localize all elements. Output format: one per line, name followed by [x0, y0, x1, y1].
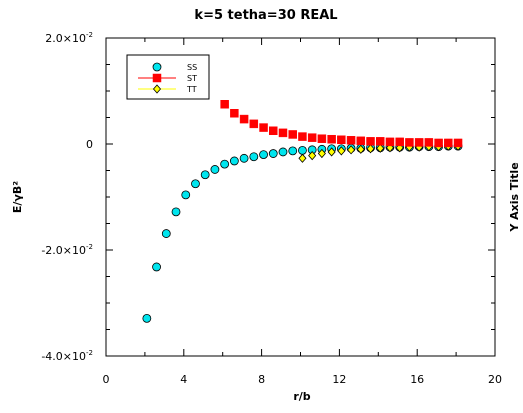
point-st: [346, 136, 356, 145]
point-st: [366, 137, 375, 146]
legend: SS ST TT: [126, 54, 210, 100]
point-tt: [376, 143, 385, 153]
point-st: [259, 123, 268, 132]
point-tt: [347, 145, 356, 155]
y-tick-label: -2.0×10-2: [41, 243, 93, 257]
point-st: [298, 132, 307, 141]
legend-marker: [152, 62, 162, 72]
point-ss: [152, 262, 161, 272]
point-tt: [356, 144, 365, 154]
point-tt: [327, 147, 336, 157]
legend-label: SS: [187, 63, 197, 72]
legend-entry-tt: TT: [138, 84, 197, 94]
point-ss: [259, 150, 268, 160]
point-ss: [142, 313, 152, 323]
y-tick-label: 0: [86, 138, 93, 151]
point-st: [269, 126, 278, 135]
point-st: [307, 133, 317, 142]
legend-marker: [152, 73, 162, 83]
point-st: [337, 135, 346, 145]
point-ss: [268, 149, 278, 158]
y-axis-label-right: Y Axis Title: [508, 162, 521, 232]
x-axis-label: r/b: [293, 390, 310, 403]
point-st: [385, 137, 395, 147]
axis-ticks: [105, 37, 496, 357]
point-tt: [366, 144, 375, 154]
point-ss: [210, 165, 220, 174]
point-ss: [288, 146, 298, 156]
point-tt: [298, 153, 307, 163]
chart-title: k=5 tetha=30 REAL: [194, 8, 337, 23]
x-tick-label: 16: [410, 373, 424, 386]
point-st: [375, 137, 385, 146]
point-st: [424, 138, 434, 147]
point-st: [327, 134, 336, 144]
point-ss: [220, 159, 230, 169]
point-st: [220, 100, 229, 109]
point-st: [288, 130, 297, 139]
y-tick-label: -4.0×10-2: [41, 349, 93, 363]
point-tt: [308, 151, 317, 161]
point-st: [356, 136, 366, 146]
point-tt: [317, 148, 326, 159]
point-st: [278, 128, 288, 138]
point-ss: [161, 229, 171, 238]
point-st: [434, 138, 443, 148]
x-tick-label: 20: [488, 373, 502, 386]
legend-box: [126, 54, 210, 100]
x-tick-label: 12: [332, 373, 346, 386]
y-tick-labels: -4.0×10-2 -2.0×10-2 0 2.0×10-2: [41, 31, 93, 363]
legend-label: ST: [187, 74, 197, 83]
series-st: [220, 100, 463, 148]
legend-marker: [152, 84, 162, 94]
point-ss: [191, 179, 200, 189]
y-axis-label: E/γB²: [11, 181, 24, 213]
point-st: [249, 119, 259, 129]
point-ss: [278, 147, 288, 157]
plot-area: [142, 100, 463, 323]
point-st: [317, 134, 327, 143]
point-st: [453, 138, 463, 148]
point-ss: [229, 156, 239, 166]
point-ss: [298, 145, 307, 155]
point-st: [239, 114, 249, 124]
point-ss: [200, 170, 210, 180]
point-st: [405, 138, 414, 147]
point-tt: [337, 146, 346, 156]
point-ss: [181, 190, 191, 200]
legend-entry-st: ST: [138, 73, 197, 83]
point-st: [395, 137, 404, 147]
legend-label: TT: [186, 85, 197, 94]
y-tick-label: 2.0×10-2: [45, 31, 93, 45]
point-ss: [171, 207, 181, 217]
x-tick-label: 8: [258, 373, 265, 386]
legend-entry-ss: SS: [152, 62, 197, 72]
series-ss: [142, 141, 463, 323]
x-tick-labels: 0 4 8 12 16 20: [103, 373, 503, 386]
point-st: [230, 109, 239, 118]
point-st: [444, 138, 453, 148]
point-ss: [249, 152, 259, 162]
point-st: [414, 138, 424, 147]
x-tick-label: 0: [103, 373, 110, 386]
x-tick-label: 4: [180, 373, 187, 386]
point-ss: [239, 153, 249, 163]
